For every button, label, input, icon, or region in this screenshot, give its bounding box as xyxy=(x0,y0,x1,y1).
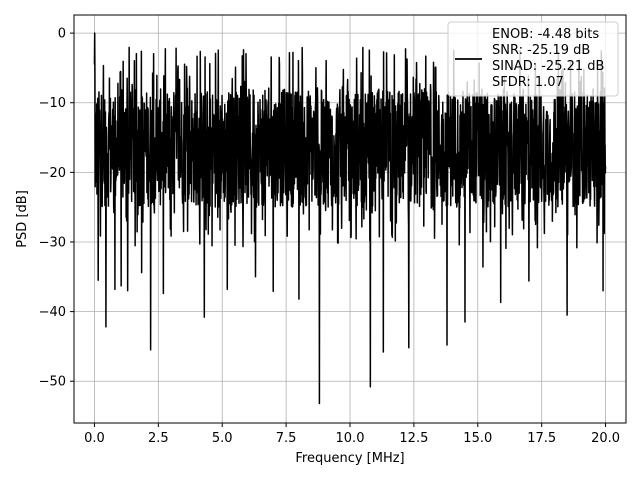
x-tick-label: 5.0 xyxy=(212,431,233,446)
x-tick-label: 20.0 xyxy=(591,431,620,446)
y-tick-label: −50 xyxy=(39,375,66,390)
y-axis: 0 −10 −20 −30 −40 −50 xyxy=(39,27,74,390)
x-tick-label: 10.0 xyxy=(336,431,365,446)
legend: ENOB: -4.48 bits SNR: -25.19 dB SINAD: -25… xyxy=(447,21,619,97)
x-tick-label: 2.5 xyxy=(148,431,169,446)
legend-label: ENOB: -4.48 bits SNR: -25.19 dB SINAD: -25… xyxy=(492,27,604,90)
y-tick-label: −40 xyxy=(39,305,66,320)
x-tick-label: 15.0 xyxy=(463,431,492,446)
y-tick-label: 0 xyxy=(58,27,66,42)
psd-series-line xyxy=(93,32,607,405)
legend-box xyxy=(447,21,619,97)
y-axis-label: PSD [dB] xyxy=(15,190,30,248)
x-axis: 0.0 2.5 5.0 7.5 10.0 12.5 15.0 17.5 20.0 xyxy=(84,423,620,446)
y-tick-label: −20 xyxy=(39,166,66,181)
x-tick-label: 7.5 xyxy=(276,431,297,446)
y-tick-label: −30 xyxy=(39,235,66,250)
x-tick-label: 0.0 xyxy=(84,431,105,446)
x-tick-label: 12.5 xyxy=(399,431,428,446)
x-tick-label: 17.5 xyxy=(527,431,556,446)
y-tick-label: −10 xyxy=(39,96,66,111)
x-axis-label: Frequency [MHz] xyxy=(295,451,404,466)
series-layer xyxy=(93,32,607,405)
